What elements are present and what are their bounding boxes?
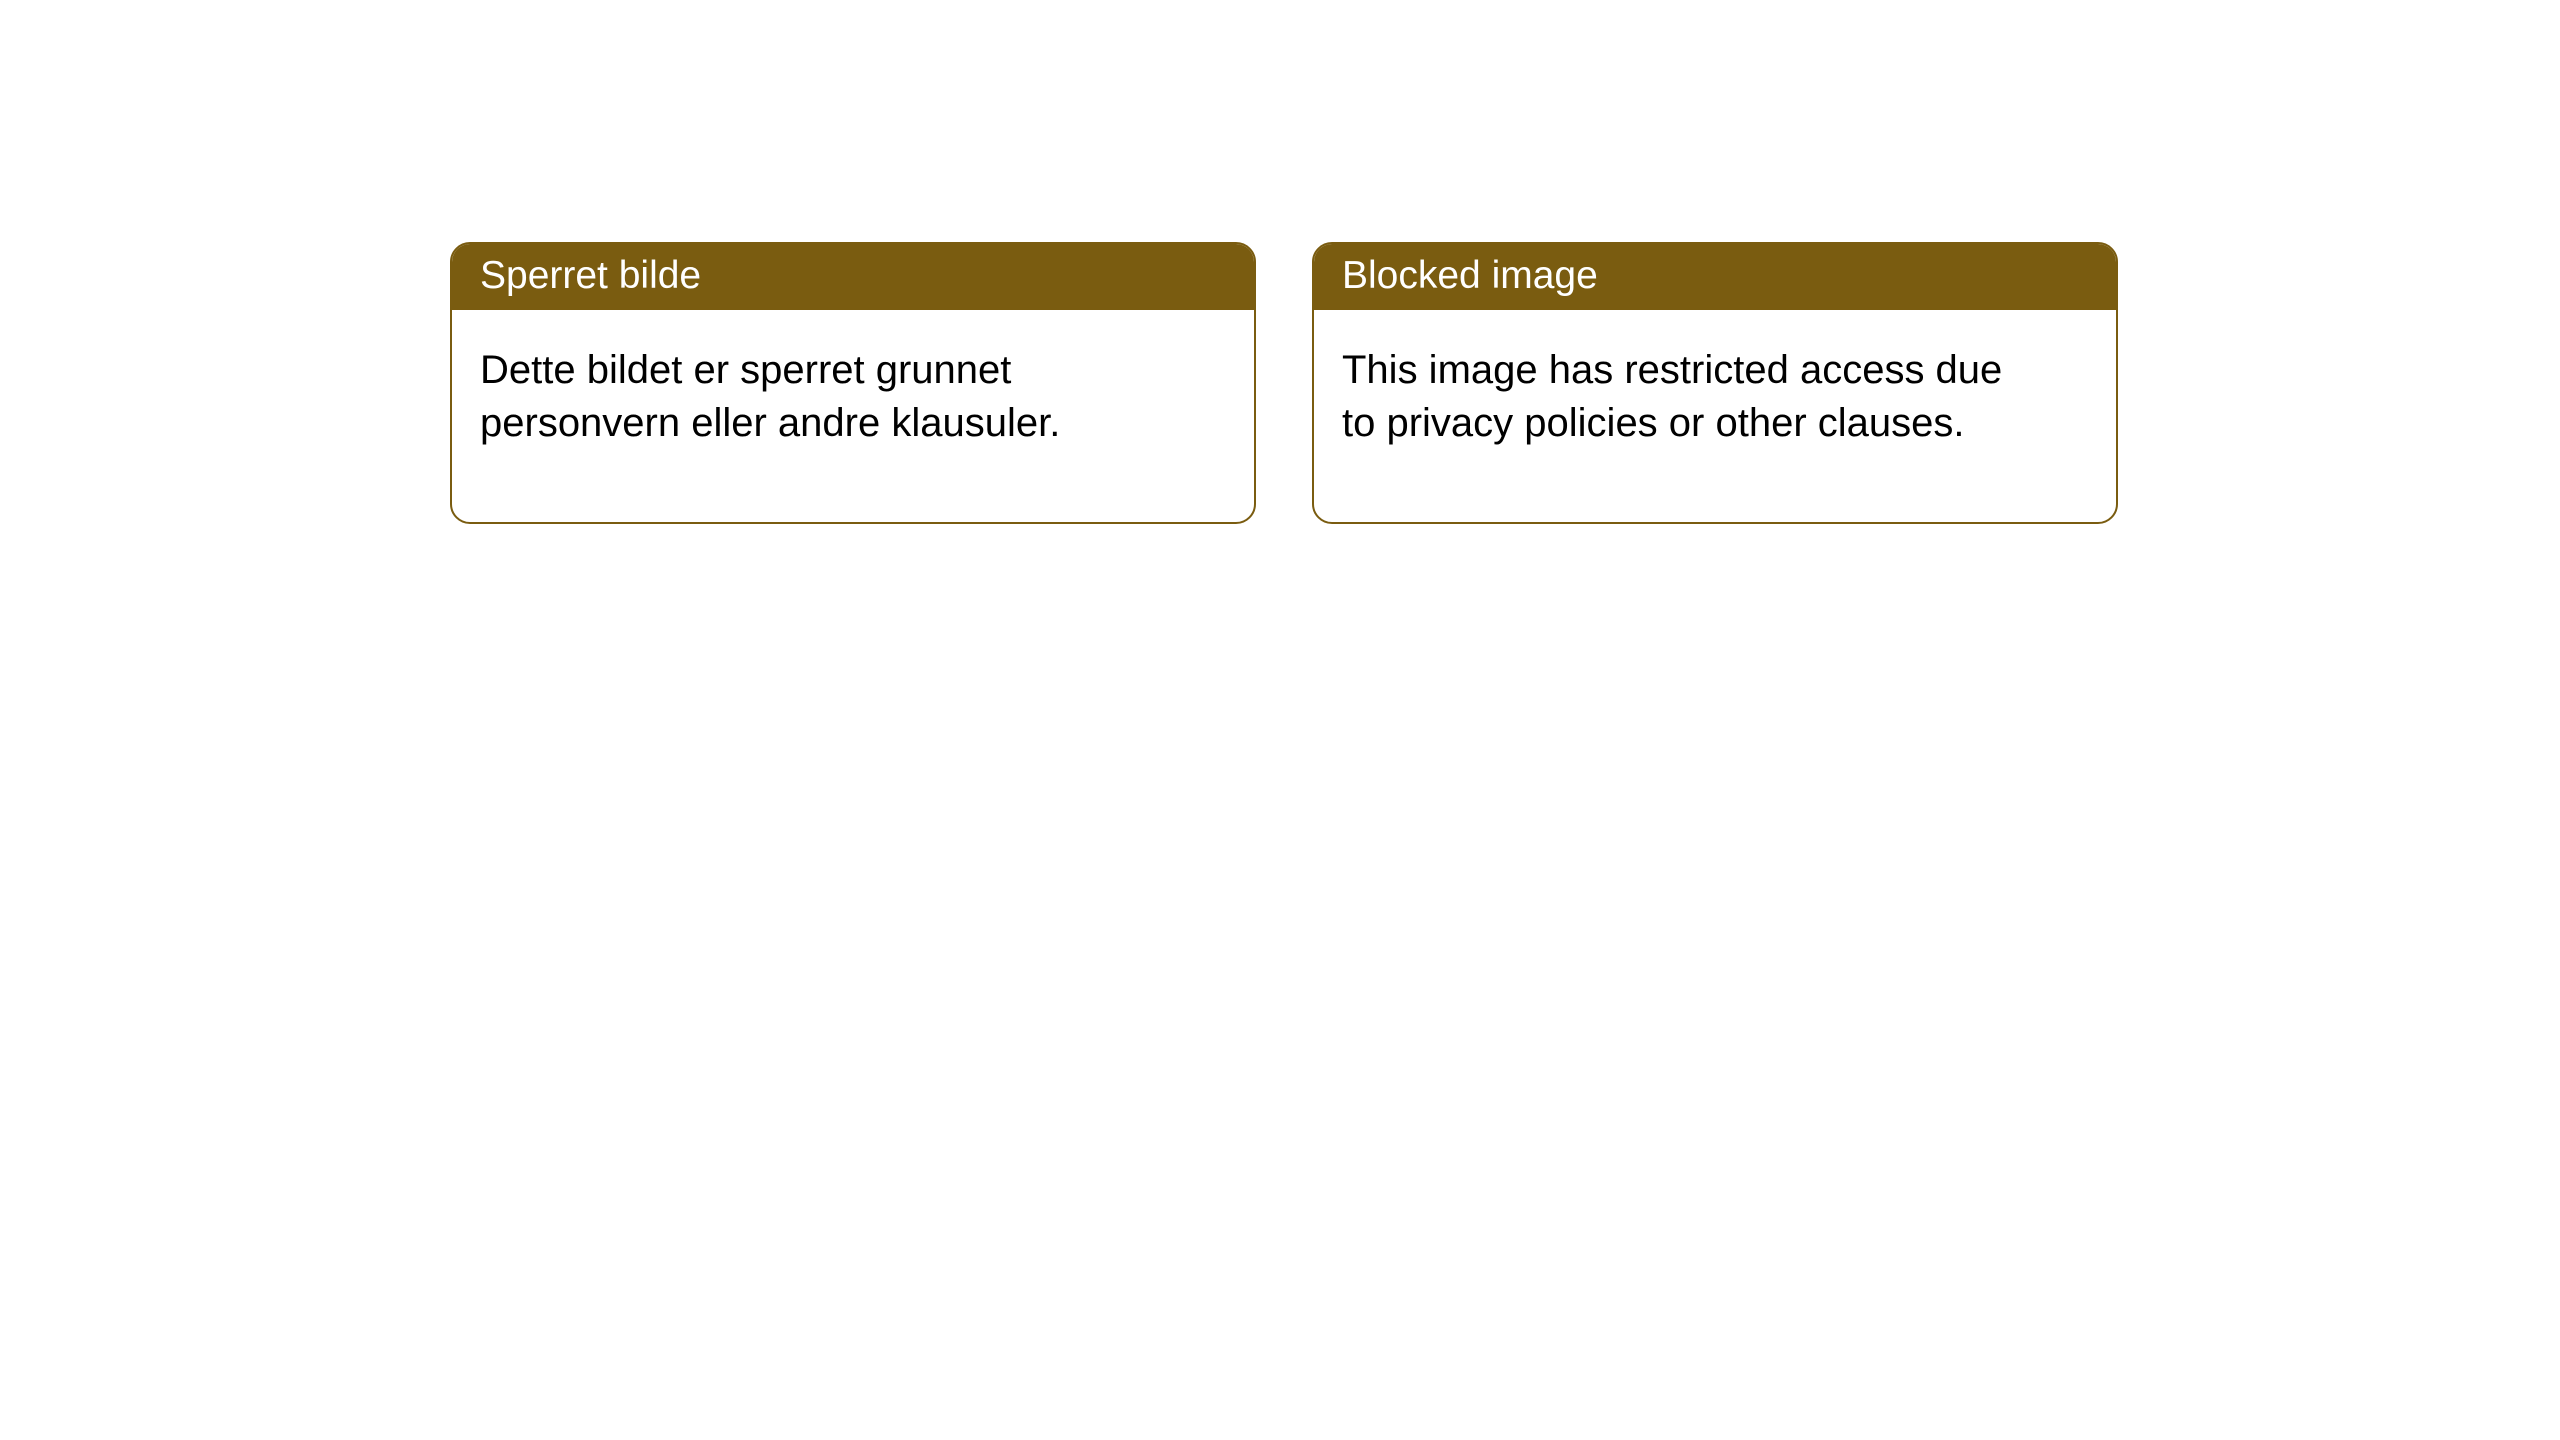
notice-body-text: This image has restricted access due to … xyxy=(1342,348,2002,445)
notice-title: Sperret bilde xyxy=(480,254,701,297)
notice-card-norwegian: Sperret bilde Dette bildet er sperret gr… xyxy=(450,242,1256,524)
notice-header: Sperret bilde xyxy=(452,244,1254,310)
notices-container: Sperret bilde Dette bildet er sperret gr… xyxy=(0,0,2560,524)
notice-card-english: Blocked image This image has restricted … xyxy=(1312,242,2118,524)
notice-body-text: Dette bildet er sperret grunnet personve… xyxy=(480,348,1060,445)
notice-title: Blocked image xyxy=(1342,254,1598,297)
notice-header: Blocked image xyxy=(1314,244,2116,310)
notice-body: This image has restricted access due to … xyxy=(1314,310,2034,522)
notice-body: Dette bildet er sperret grunnet personve… xyxy=(452,310,1172,522)
